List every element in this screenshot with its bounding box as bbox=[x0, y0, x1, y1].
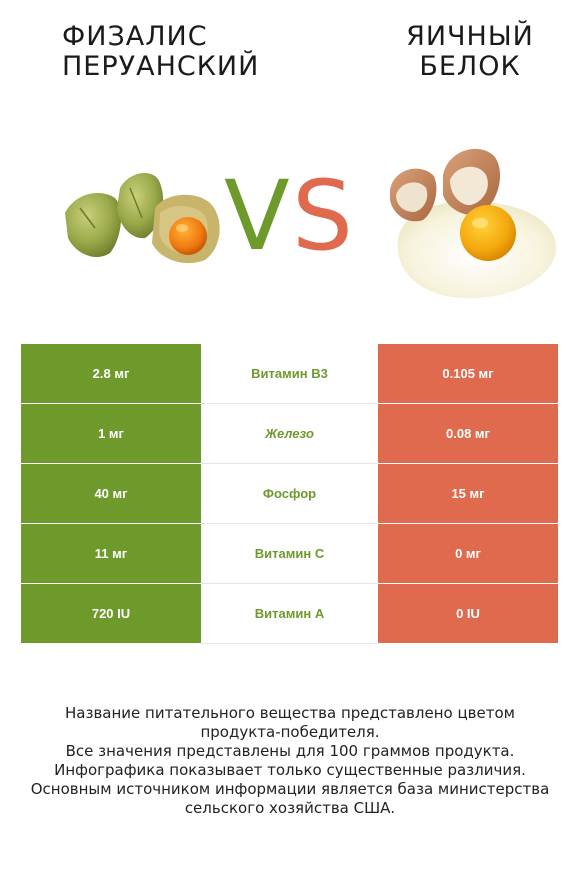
vs-letter-s: S bbox=[292, 160, 353, 272]
nutrient-label: Железо bbox=[201, 403, 378, 464]
nutrient-label: Витамин B3 bbox=[201, 344, 378, 404]
footnote-line: Все значения представлены для 100 граммо… bbox=[65, 742, 515, 760]
right-product-title: Яичный белок bbox=[406, 21, 534, 82]
left-value: 40 мг bbox=[21, 463, 201, 524]
footnote-line: продукта-победителя. bbox=[200, 723, 380, 741]
left-value: 2.8 мг bbox=[21, 344, 201, 404]
vs-letter-v: V bbox=[224, 160, 290, 272]
right-value: 15 мг bbox=[378, 463, 558, 524]
left-product-title: Физалис перуанский bbox=[62, 21, 260, 82]
right-value: 0 IU bbox=[378, 583, 558, 644]
footnote-line: Инфографика показывает только существенн… bbox=[54, 761, 526, 779]
footnote-line: Название питательного вещества представл… bbox=[65, 704, 515, 722]
table-row: 2.8 мг Витамин B3 0.105 мг bbox=[21, 344, 558, 404]
nutrient-label: Фосфор bbox=[201, 463, 378, 524]
nutrient-label: Витамин A bbox=[201, 583, 378, 644]
left-value: 11 мг bbox=[21, 523, 201, 584]
table-row: 11 мг Витамин C 0 мг bbox=[21, 523, 558, 584]
right-value: 0 мг bbox=[378, 523, 558, 584]
footnote: Название питательного вещества представл… bbox=[20, 704, 560, 818]
left-value: 720 IU bbox=[21, 583, 201, 644]
physalis-image bbox=[65, 172, 220, 264]
left-value: 1 мг bbox=[21, 403, 201, 464]
table-row: 720 IU Витамин A 0 IU bbox=[21, 583, 558, 644]
egg-image bbox=[390, 148, 557, 299]
right-value: 0.105 мг bbox=[378, 344, 558, 404]
footnote-line: сельского хозяйства США. bbox=[184, 799, 396, 817]
footnote-line: Основным источником информации является … bbox=[30, 780, 550, 798]
table-row: 40 мг Фосфор 15 мг bbox=[21, 463, 558, 524]
nutrient-label: Витамин C bbox=[201, 523, 378, 584]
right-value: 0.08 мг bbox=[378, 403, 558, 464]
comparison-table: 2.8 мг Витамин B3 0.105 мг 1 мг Железо 0… bbox=[21, 344, 558, 644]
table-row: 1 мг Железо 0.08 мг bbox=[21, 403, 558, 464]
